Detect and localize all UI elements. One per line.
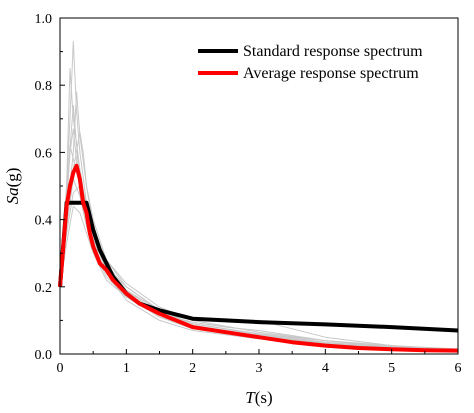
x-axis-label-unit: (s) [255, 388, 273, 407]
x-axis-label: T(s) [245, 388, 272, 407]
y-axis-label: Sa(g) [3, 168, 22, 205]
x-tick-label: 1 [123, 361, 130, 376]
y-axis-label-unit: (g) [3, 168, 22, 188]
plot-area [58, 41, 459, 353]
legend: Standard response spectrum Average respo… [198, 43, 423, 82]
legend-label-standard: Standard response spectrum [243, 43, 423, 60]
x-axis-label-symbol: T [245, 388, 256, 407]
x-tick-label: 5 [388, 361, 395, 376]
record-spectrum-line-9 [59, 104, 459, 351]
y-tick-label: 0.8 [35, 79, 53, 94]
x-tick-label: 6 [455, 361, 462, 376]
x-tick-label: 3 [256, 361, 263, 376]
average-response-spectrum-line [58, 163, 459, 353]
y-tick-label: 1.0 [35, 12, 53, 27]
y-tick-label: 0.0 [35, 348, 53, 363]
y-tick-label: 0.4 [35, 214, 53, 229]
x-tick-label: 4 [322, 361, 329, 376]
legend-label-average: Average response spectrum [243, 65, 419, 82]
y-tick-label: 0.6 [35, 146, 53, 161]
y-tick-label: 0.2 [35, 281, 53, 296]
y-axis-label-symbol: Sa [3, 187, 22, 204]
x-tick-label: 0 [57, 361, 64, 376]
x-axis: 0 1 2 3 4 5 6 [57, 349, 462, 376]
x-tick-label: 2 [189, 361, 196, 376]
y-axis: 0.0 0.2 0.4 0.6 0.8 1.0 [35, 12, 65, 363]
main-spectra [58, 163, 459, 353]
